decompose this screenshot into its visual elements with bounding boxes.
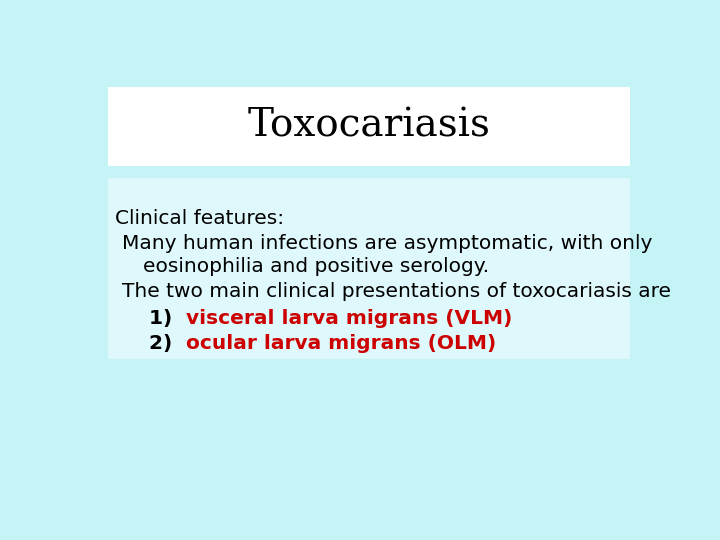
Text: Toxocariasis: Toxocariasis [248, 107, 490, 145]
Text: visceral larva migrans (VLM): visceral larva migrans (VLM) [186, 309, 512, 328]
Text: Clinical features:: Clinical features: [115, 209, 284, 228]
FancyBboxPatch shape [107, 177, 631, 360]
Text: ocular larva migrans (OLM): ocular larva migrans (OLM) [186, 334, 496, 353]
Text: 1): 1) [148, 309, 186, 328]
Text: Many human infections are asymptomatic, with only: Many human infections are asymptomatic, … [122, 234, 653, 253]
Text: 2): 2) [148, 334, 186, 353]
Text: eosinophilia and positive serology.: eosinophilia and positive serology. [143, 257, 489, 276]
Text: The two main clinical presentations of toxocariasis are: The two main clinical presentations of t… [122, 282, 671, 301]
FancyBboxPatch shape [107, 85, 631, 167]
